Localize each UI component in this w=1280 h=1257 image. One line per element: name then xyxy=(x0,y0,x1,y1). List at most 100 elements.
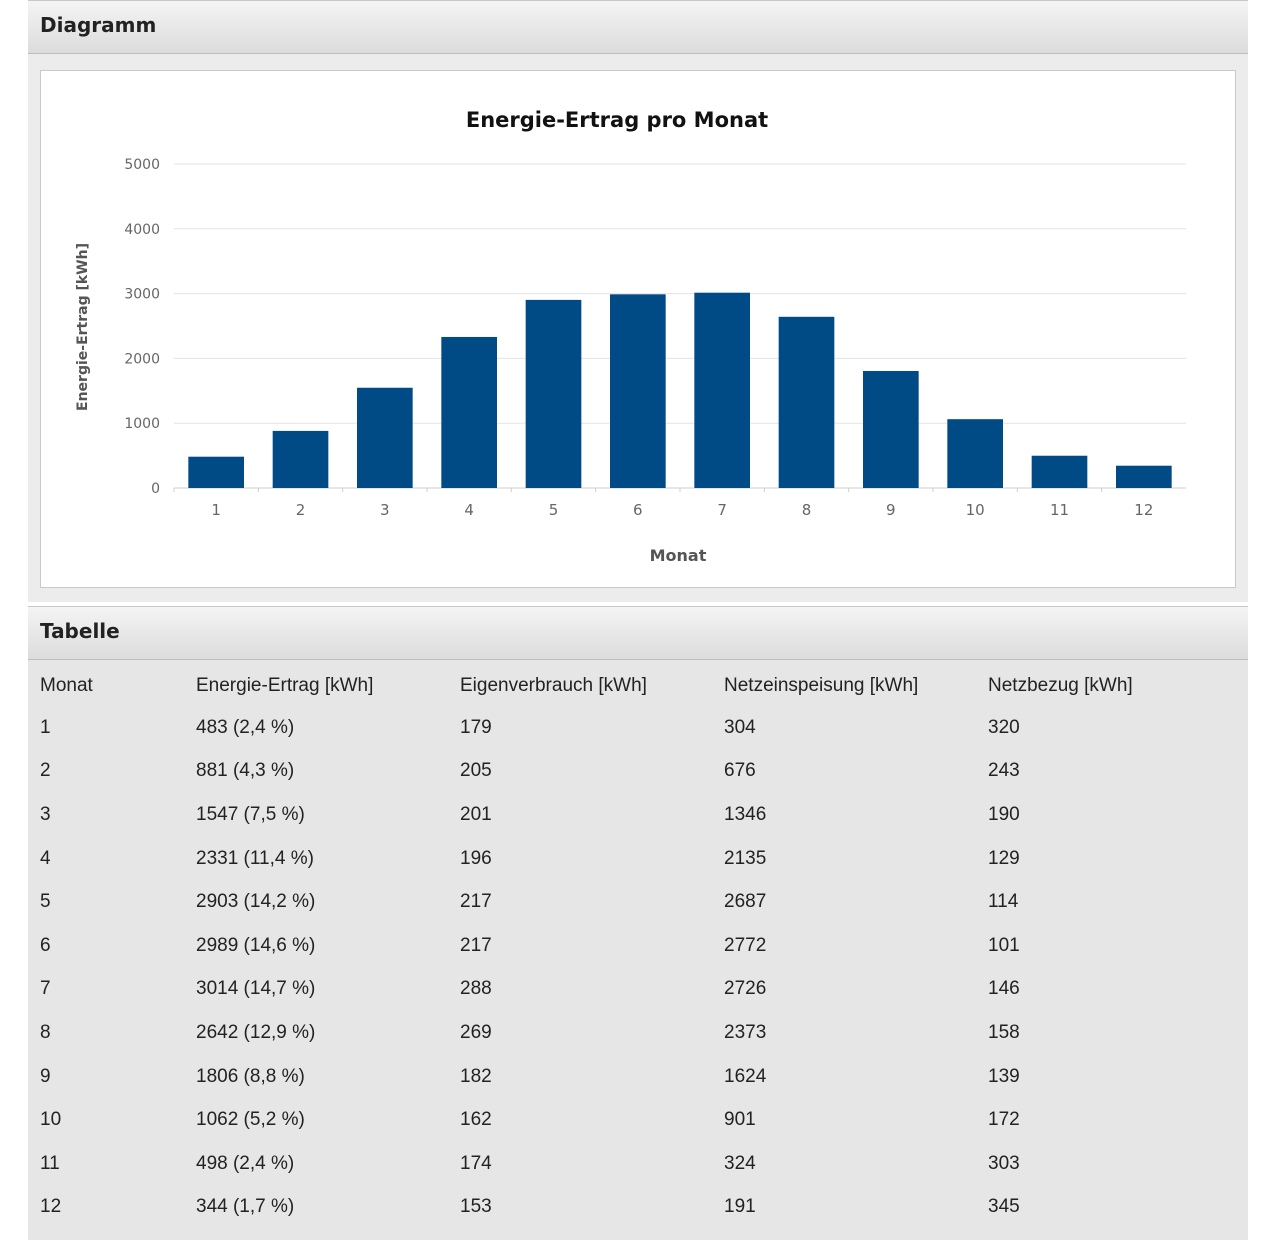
x-tick-label: 7 xyxy=(717,501,727,519)
table-cell: 10 xyxy=(40,1109,62,1131)
table-cell: 483 (2,4 %) xyxy=(196,716,295,738)
table-cell: 2 xyxy=(40,760,51,782)
table-header-row: Monat Energie-Ertrag [kWh] Eigenverbrauc… xyxy=(28,666,1248,706)
bar[interactable] xyxy=(357,387,413,488)
table-cell: 2989 (14,6 %) xyxy=(196,934,316,956)
table-cell: 4 xyxy=(40,847,51,869)
x-tick-label: 5 xyxy=(549,501,559,519)
column-header: Netzeinspeisung [kWh] xyxy=(724,675,919,696)
table-cell: 191 xyxy=(724,1196,756,1218)
x-tick-label: 3 xyxy=(380,501,390,519)
table-cell: 2642 (12,9 %) xyxy=(196,1021,316,1043)
table-cell: 901 xyxy=(724,1109,756,1131)
diagram-panel: Energie-Ertrag pro Monat Energie-Ertrag … xyxy=(28,54,1248,602)
table-cell: 205 xyxy=(460,760,492,782)
table-cell: 1547 (7,5 %) xyxy=(196,803,305,825)
bar[interactable] xyxy=(610,294,666,488)
table-cell: 1062 (5,2 %) xyxy=(196,1109,305,1131)
table-row: 3 1547 (7,5 %) 201 1346 190 xyxy=(28,793,1248,837)
bar[interactable] xyxy=(947,419,1003,488)
x-tick-label: 4 xyxy=(464,501,474,519)
table-row: 6 2989 (14,6 %) 217 2772 101 xyxy=(28,924,1248,968)
table-cell: 3 xyxy=(40,803,51,825)
table-cell: 1624 xyxy=(724,1065,767,1087)
table-cell: 1806 (8,8 %) xyxy=(196,1065,305,1087)
x-tick-label: 9 xyxy=(886,501,896,519)
table-cell: 304 xyxy=(724,716,756,738)
column-header: Monat xyxy=(40,675,93,696)
table-cell: 7 xyxy=(40,978,51,1000)
table-cell: 129 xyxy=(988,847,1020,869)
y-tick-label: 2000 xyxy=(124,351,160,367)
chart-title: Energie-Ertrag pro Monat xyxy=(466,108,768,132)
table-panel-header[interactable]: Tabelle xyxy=(28,606,1248,660)
table-row: 5 2903 (14,2 %) 217 2687 114 xyxy=(28,880,1248,924)
x-tick-label: 12 xyxy=(1134,501,1153,519)
diagram-panel-title: Diagramm xyxy=(40,13,157,37)
table-row: 11 498 (2,4 %) 174 324 303 xyxy=(28,1142,1248,1186)
table-cell: 344 (1,7 %) xyxy=(196,1196,295,1218)
table-cell: 2373 xyxy=(724,1021,767,1043)
bar[interactable] xyxy=(188,456,244,488)
table-cell: 8 xyxy=(40,1021,51,1043)
bar[interactable] xyxy=(863,370,919,488)
table-cell: 3014 (14,7 %) xyxy=(196,978,316,1000)
table-cell: 153 xyxy=(460,1196,492,1218)
table-cell: 2135 xyxy=(724,847,767,869)
x-tick-label: 1 xyxy=(211,501,221,519)
bar[interactable] xyxy=(272,430,329,488)
bar[interactable] xyxy=(694,292,750,488)
table-cell: 172 xyxy=(988,1109,1020,1131)
diagram-panel-header[interactable]: Diagramm xyxy=(28,0,1248,54)
table-cell: 11 xyxy=(40,1152,60,1174)
bar[interactable] xyxy=(1031,455,1088,488)
table-cell: 217 xyxy=(460,891,492,913)
table-cell: 196 xyxy=(460,847,492,869)
table-cell: 190 xyxy=(988,803,1020,825)
table-row: 9 1806 (8,8 %) 182 1624 139 xyxy=(28,1055,1248,1099)
table-cell: 179 xyxy=(460,716,492,738)
y-tick-label: 4000 xyxy=(124,222,160,238)
bar[interactable] xyxy=(1116,465,1172,488)
table-cell: 139 xyxy=(988,1065,1020,1087)
table-cell: 2903 (14,2 %) xyxy=(196,891,316,913)
table-cell: 2687 xyxy=(724,891,767,913)
table-row: 2 881 (4,3 %) 205 676 243 xyxy=(28,750,1248,794)
x-tick-label: 11 xyxy=(1050,501,1069,519)
table-cell: 6 xyxy=(40,934,51,956)
x-axis-label: Monat xyxy=(650,546,707,565)
table-cell: 2726 xyxy=(724,978,767,1000)
table-cell: 101 xyxy=(988,934,1020,956)
table-cell: 162 xyxy=(460,1109,492,1131)
table-panel-title: Tabelle xyxy=(40,619,120,643)
table-cell: 1 xyxy=(40,716,51,738)
table-cell: 5 xyxy=(40,891,51,913)
table-row: 1 483 (2,4 %) 179 304 320 xyxy=(28,706,1248,750)
x-tick-label: 10 xyxy=(966,501,985,519)
x-tick-label: 6 xyxy=(633,501,643,519)
column-header: Netzbezug [kWh] xyxy=(988,675,1133,696)
y-tick-label: 0 xyxy=(151,481,160,497)
table-cell: 243 xyxy=(988,760,1020,782)
table-cell: 498 (2,4 %) xyxy=(196,1152,295,1174)
monthly-energy-table: Monat Energie-Ertrag [kWh] Eigenverbrauc… xyxy=(28,666,1248,1229)
table-row: 12 344 (1,7 %) 153 191 345 xyxy=(28,1186,1248,1230)
table-cell: 320 xyxy=(988,716,1020,738)
bar[interactable] xyxy=(441,336,497,488)
y-tick-label: 5000 xyxy=(124,157,160,173)
table-cell: 182 xyxy=(460,1065,492,1087)
table-row: 4 2331 (11,4 %) 196 2135 129 xyxy=(28,837,1248,881)
table-cell: 345 xyxy=(988,1196,1020,1218)
table-cell: 146 xyxy=(988,978,1020,1000)
table-row: 10 1062 (5,2 %) 162 901 172 xyxy=(28,1098,1248,1142)
table-cell: 288 xyxy=(460,978,492,1000)
y-axis-label: Energie-Ertrag [kWh] xyxy=(75,243,91,411)
table-cell: 2331 (11,4 %) xyxy=(196,847,314,869)
table-cell: 9 xyxy=(40,1065,51,1087)
table-cell: 217 xyxy=(460,934,492,956)
table-cell: 676 xyxy=(724,760,756,782)
y-tick-label: 1000 xyxy=(124,416,160,432)
bar[interactable] xyxy=(525,299,582,488)
column-header: Eigenverbrauch [kWh] xyxy=(460,675,647,696)
bar[interactable] xyxy=(778,316,835,488)
